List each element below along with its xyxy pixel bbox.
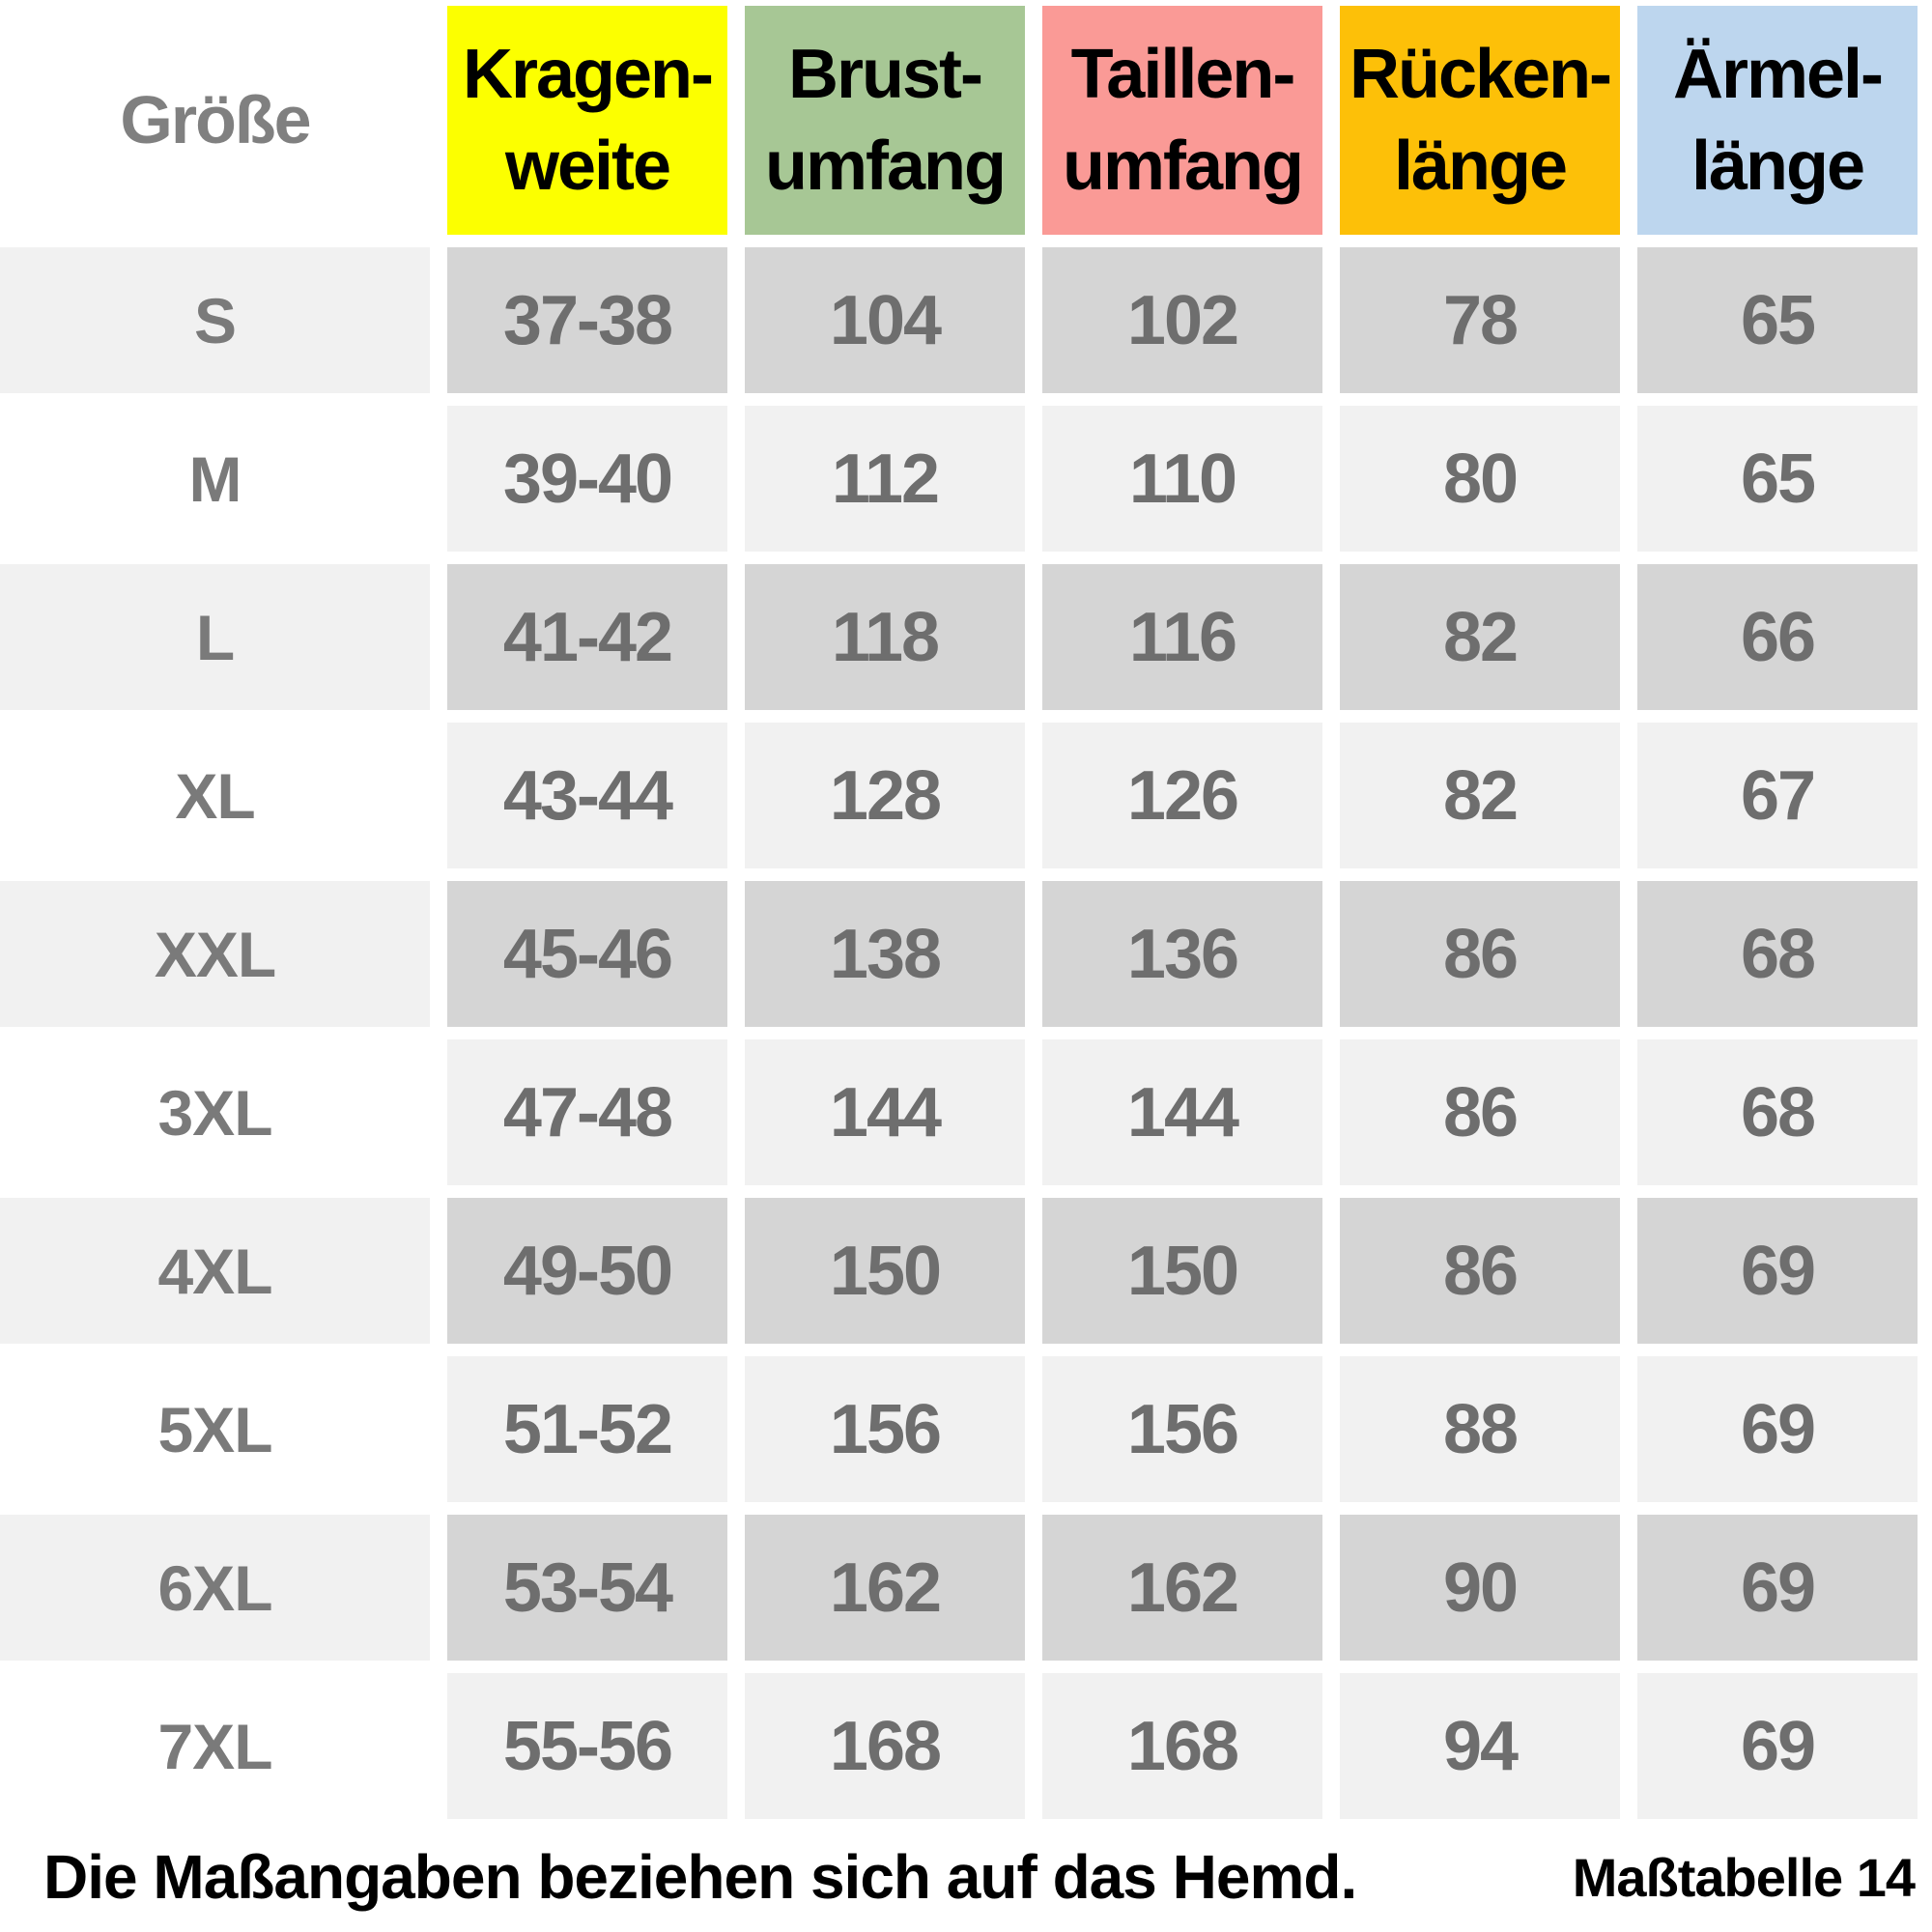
column-header-line2: weite	[504, 127, 671, 205]
value-cell-6XL-1: 53-54	[447, 1515, 727, 1661]
value-cell-L-3: 116	[1042, 564, 1322, 710]
value-cell-6XL-2: 162	[745, 1515, 1025, 1661]
column-header-line2: länge	[1690, 127, 1865, 205]
value-cell-XL-4: 82	[1340, 723, 1620, 868]
column-header-2: Brust-umfang	[745, 6, 1025, 235]
value-cell-XL-2: 128	[745, 723, 1025, 868]
value-cell-4XL-5: 69	[1637, 1198, 1918, 1344]
value-cell-M-1: 39-40	[447, 406, 727, 552]
column-header-line2: umfang	[765, 127, 1007, 205]
column-header-line2: umfang	[1063, 127, 1304, 205]
value-cell-3XL-3: 144	[1042, 1039, 1322, 1185]
value-cell-5XL-2: 156	[745, 1356, 1025, 1502]
value-cell-6XL-3: 162	[1042, 1515, 1322, 1661]
value-cell-6XL-5: 69	[1637, 1515, 1918, 1661]
column-header-3: Taillen-umfang	[1042, 6, 1322, 235]
value-cell-M-2: 112	[745, 406, 1025, 552]
value-cell-L-4: 82	[1340, 564, 1620, 710]
value-cell-L-5: 66	[1637, 564, 1918, 710]
row-label-7XL: 7XL	[0, 1673, 430, 1819]
value-cell-3XL-1: 47-48	[447, 1039, 727, 1185]
column-header-line1: Kragen-	[462, 35, 714, 113]
column-header-line1: Rücken-	[1349, 35, 1612, 113]
value-cell-S-5: 65	[1637, 247, 1918, 393]
row-label-XXL: XXL	[0, 881, 430, 1027]
row-label-L: L	[0, 564, 430, 710]
row-label-M: M	[0, 406, 430, 552]
value-cell-5XL-3: 156	[1042, 1356, 1322, 1502]
footer-note: Die Maßangaben beziehen sich auf das Hem…	[43, 1842, 1357, 1912]
table-ref-label: Maßtabelle 14	[1572, 1846, 1916, 1908]
column-header-line1: Taillen-	[1070, 35, 1296, 113]
value-cell-4XL-2: 150	[745, 1198, 1025, 1344]
value-cell-M-4: 80	[1340, 406, 1620, 552]
value-cell-4XL-3: 150	[1042, 1198, 1322, 1344]
column-header-line2: länge	[1393, 127, 1568, 205]
value-cell-XL-1: 43-44	[447, 723, 727, 868]
column-header-5: Ärmel-länge	[1637, 6, 1918, 235]
value-cell-L-1: 41-42	[447, 564, 727, 710]
value-cell-XXL-4: 86	[1340, 881, 1620, 1027]
value-cell-5XL-1: 51-52	[447, 1356, 727, 1502]
row-label-3XL: 3XL	[0, 1039, 430, 1185]
value-cell-XXL-2: 138	[745, 881, 1025, 1027]
value-cell-7XL-5: 69	[1637, 1673, 1918, 1819]
value-cell-M-3: 110	[1042, 406, 1322, 552]
value-cell-7XL-2: 168	[745, 1673, 1025, 1819]
value-cell-5XL-4: 88	[1340, 1356, 1620, 1502]
value-cell-7XL-1: 55-56	[447, 1673, 727, 1819]
value-cell-XXL-1: 45-46	[447, 881, 727, 1027]
value-cell-3XL-5: 68	[1637, 1039, 1918, 1185]
column-header-1: Kragen-weite	[447, 6, 727, 235]
value-cell-7XL-4: 94	[1340, 1673, 1620, 1819]
value-cell-3XL-4: 86	[1340, 1039, 1620, 1185]
value-cell-4XL-1: 49-50	[447, 1198, 727, 1344]
column-header-size-label: Größe	[120, 82, 311, 157]
value-cell-3XL-2: 144	[745, 1039, 1025, 1185]
value-cell-S-4: 78	[1340, 247, 1620, 393]
row-label-6XL: 6XL	[0, 1515, 430, 1661]
footer: Die Maßangaben beziehen sich auf das Hem…	[0, 1842, 1932, 1914]
value-cell-XL-3: 126	[1042, 723, 1322, 868]
value-cell-XL-5: 67	[1637, 723, 1918, 868]
value-cell-S-3: 102	[1042, 247, 1322, 393]
row-label-S: S	[0, 247, 430, 393]
row-label-XL: XL	[0, 723, 430, 868]
value-cell-6XL-4: 90	[1340, 1515, 1620, 1661]
value-cell-S-2: 104	[745, 247, 1025, 393]
column-header-line1: Ärmel-	[1672, 35, 1884, 113]
row-label-4XL: 4XL	[0, 1198, 430, 1344]
value-cell-5XL-5: 69	[1637, 1356, 1918, 1502]
value-cell-S-1: 37-38	[447, 247, 727, 393]
value-cell-XXL-3: 136	[1042, 881, 1322, 1027]
column-header-line1: Brust-	[788, 35, 983, 113]
value-cell-L-2: 118	[745, 564, 1025, 710]
row-label-5XL: 5XL	[0, 1356, 430, 1502]
value-cell-XXL-5: 68	[1637, 881, 1918, 1027]
value-cell-7XL-3: 168	[1042, 1673, 1322, 1819]
value-cell-4XL-4: 86	[1340, 1198, 1620, 1344]
size-table: Größe Kragen-weite Brust-umfang Taillen-um…	[0, 6, 1918, 1819]
column-header-size: Größe	[0, 6, 430, 235]
value-cell-M-5: 65	[1637, 406, 1918, 552]
column-header-4: Rücken-länge	[1340, 6, 1620, 235]
